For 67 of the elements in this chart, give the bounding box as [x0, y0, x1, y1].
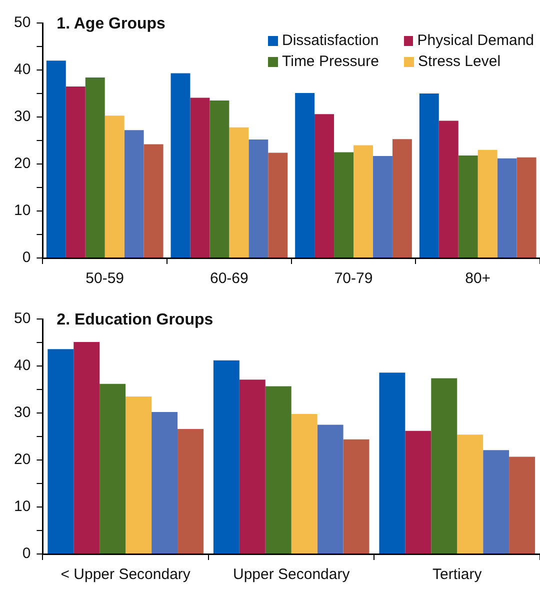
- legend-label: Physical Demand: [417, 32, 534, 49]
- bar: [66, 86, 86, 258]
- bar: [379, 372, 406, 554]
- bar: [100, 384, 126, 554]
- bar: [190, 98, 210, 258]
- bar: [85, 78, 105, 258]
- y-tick-label: 50: [14, 310, 31, 328]
- y-tick-label: 30: [14, 404, 31, 422]
- bar: [170, 73, 190, 258]
- bar: [144, 144, 164, 258]
- bar: [295, 93, 315, 258]
- bar: [516, 157, 536, 258]
- bar: [248, 140, 268, 258]
- bar: [478, 150, 498, 258]
- bar: [152, 412, 178, 554]
- bar: [314, 114, 334, 258]
- bar: [239, 380, 266, 554]
- bar: [210, 100, 230, 258]
- bar: [124, 130, 144, 258]
- y-tick-label: 30: [14, 108, 31, 126]
- bar: [268, 152, 288, 258]
- y-tick-label: 0: [22, 249, 31, 266]
- bar: [458, 156, 478, 258]
- bar: [457, 434, 484, 554]
- legend-label: Time Pressure: [282, 53, 379, 70]
- x-tick-label: 70-79: [334, 270, 373, 288]
- y-tick-label: 10: [14, 202, 31, 220]
- y-tick-label: 50: [14, 14, 31, 32]
- y-tick-label: 40: [14, 61, 31, 78]
- bar: [229, 127, 249, 258]
- legend-label: Dissatisfaction: [282, 32, 379, 49]
- bar: [343, 439, 370, 554]
- chart-title: 1. Age Groups: [56, 15, 166, 32]
- bar: [213, 360, 240, 554]
- bar: [74, 342, 100, 554]
- x-tick-label: 50-59: [86, 270, 124, 288]
- bar: [265, 386, 292, 554]
- bar: [483, 450, 510, 554]
- x-tick-label: Tertiary: [432, 566, 482, 584]
- bar: [126, 396, 152, 554]
- chart-title: 2. Education Groups: [56, 311, 214, 328]
- x-tick-label: 60-69: [210, 270, 248, 288]
- bar: [354, 145, 373, 258]
- x-tick-label: Upper Secondary: [232, 566, 350, 584]
- legend-label: Stress Level: [418, 53, 501, 70]
- bar: [104, 116, 124, 258]
- y-tick-label: 20: [14, 451, 31, 468]
- x-tick-label: < Upper Secondary: [60, 566, 191, 584]
- bar: [372, 156, 392, 258]
- bar: [419, 94, 439, 258]
- bar: [334, 152, 354, 258]
- y-tick-label: 40: [14, 357, 31, 374]
- bar: [431, 378, 458, 554]
- bar: [291, 414, 318, 554]
- x-tick-label: 80+: [465, 270, 491, 288]
- bar: [317, 424, 344, 554]
- bar: [438, 120, 458, 258]
- bar: [178, 428, 204, 554]
- y-tick-label: 10: [14, 498, 31, 516]
- bar: [48, 349, 74, 554]
- bar: [405, 430, 432, 554]
- bar: [497, 158, 517, 258]
- bar: [392, 139, 412, 258]
- y-tick-label: 20: [14, 155, 31, 172]
- y-tick-label: 0: [22, 545, 31, 562]
- bar: [509, 456, 536, 554]
- bar: [46, 60, 66, 258]
